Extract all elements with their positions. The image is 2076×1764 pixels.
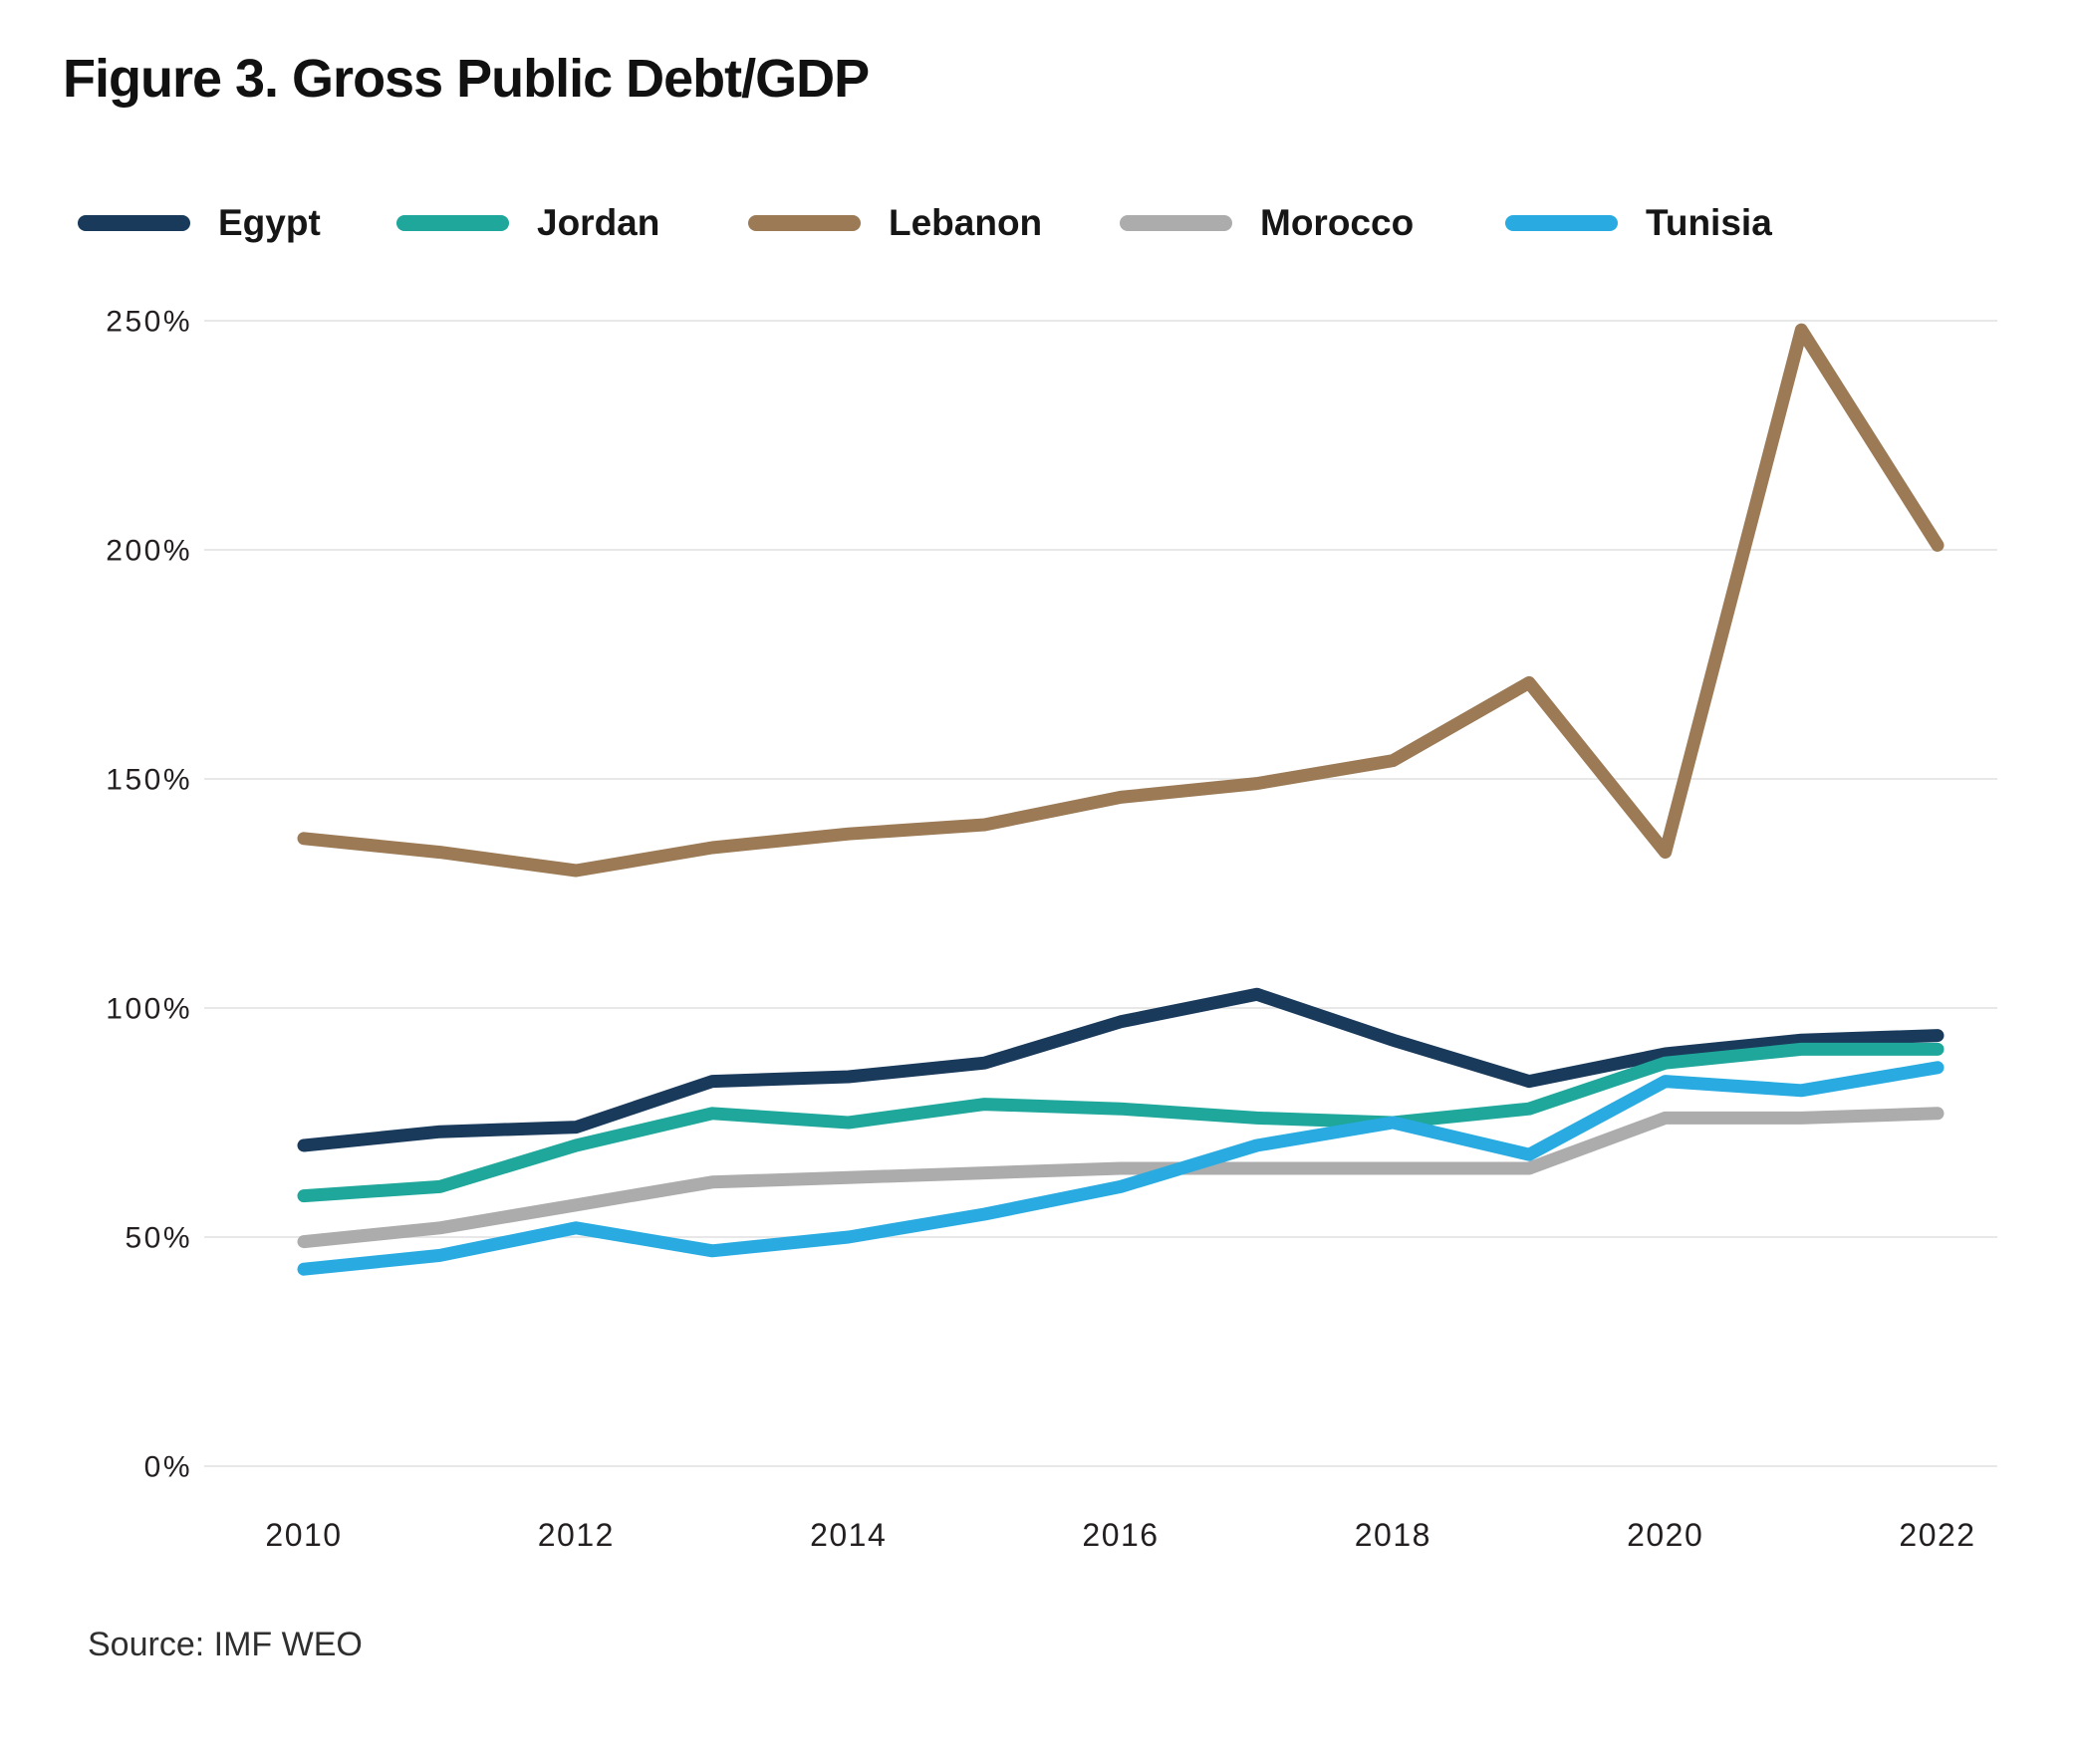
legend-item-egypt: Egypt [78,201,321,245]
y-tick-label-200: 200% [106,535,192,568]
series-line-lebanon [297,323,1945,878]
x-tick-label-2018: 2018 [1355,1517,1431,1553]
legend-item-morocco: Morocco [1120,201,1414,245]
legend-swatch-morocco [1120,215,1232,231]
y-tick-label-250: 250% [106,306,192,339]
y-tick-label-50: 50% [125,1222,192,1255]
y-tick-label-100: 100% [106,993,192,1026]
series-line-tunisia [297,1061,1945,1276]
series-line-jordan [297,1042,1945,1203]
legend-label-tunisia: Tunisia [1646,202,1772,243]
legend-label-morocco: Morocco [1260,202,1415,243]
source-note: Source: IMF WEO [88,1626,363,1663]
legend-item-jordan: Jordan [396,201,659,245]
legend-swatch-jordan [396,215,509,231]
legend-label-egypt: Egypt [218,202,321,243]
series-line-egypt [297,987,1945,1152]
legend-swatch-egypt [78,215,190,231]
legend-item-tunisia: Tunisia [1505,201,1772,245]
x-tick-label-2020: 2020 [1627,1517,1703,1553]
y-tick-label-150: 150% [106,764,192,797]
x-tick-label-2016: 2016 [1082,1517,1159,1553]
chart-legend: Egypt Jordan Lebanon Morocco Tunisia [0,201,2076,245]
series-line-morocco [297,1107,1945,1249]
x-tick-label-2022: 2022 [1899,1517,1975,1553]
legend-swatch-tunisia [1505,215,1618,231]
figure-title: Figure 3. Gross Public Debt/GDP [63,49,870,109]
legend-label-lebanon: Lebanon [889,202,1043,243]
x-tick-label-2012: 2012 [538,1517,615,1553]
legend-item-lebanon: Lebanon [748,201,1042,245]
legend-swatch-lebanon [748,215,861,231]
legend-label-jordan: Jordan [537,202,660,243]
y-tick-label-0: 0% [144,1451,192,1484]
x-tick-label-2010: 2010 [265,1517,342,1553]
x-tick-label-2014: 2014 [810,1517,887,1553]
